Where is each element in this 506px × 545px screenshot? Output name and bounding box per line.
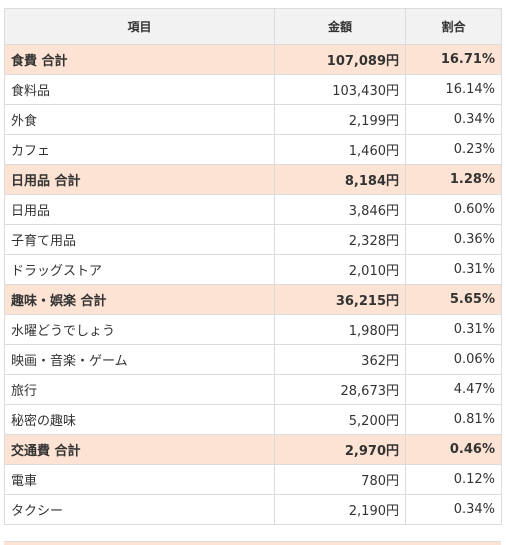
cell-ratio: 0.36% [405,224,502,255]
cell-ratio: 0.34% [405,494,502,525]
cell-ratio: 0.12% [405,464,502,495]
cell-amount: 107,089円 [274,44,406,75]
cell-ratio: 0.31% [405,254,502,285]
cell-ratio: 0.46% [405,434,502,465]
subtotal-row[interactable]: 交通費 合計 2,970円 0.46% [4,434,502,465]
table-row[interactable]: ドラッグストア 2,010円 0.31% [4,254,502,285]
cell-ratio: 1.28% [405,164,502,195]
cell-item-name: 秘密の趣味 [4,404,275,435]
expense-table: 項目 金額 割合 食費 合計 107,089円 16.71% 食料品 103,430円 1… [4,8,502,525]
cell-amount: 2,010円 [274,254,406,285]
subtotal-row[interactable]: 日用品 合計 8,184円 1.28% [4,164,502,195]
table-row[interactable]: 水曜どうでしょう 1,980円 0.31% [4,314,502,345]
cell-item-name: 日用品 合計 [4,164,275,195]
cell-item-name: 子育て用品 [4,224,275,255]
cell-ratio: 0.81% [405,404,502,435]
cell-amount: 2,199円 [274,104,406,135]
cell-ratio: 0.60% [405,194,502,225]
cell-amount: 1,980円 [274,314,406,345]
cell-item-name: 旅行 [4,374,275,405]
column-header-item[interactable]: 項目 [4,8,275,45]
cell-item-name: 電車 [4,464,275,495]
cell-amount: 28,673円 [274,374,406,405]
cell-ratio: 0.34% [405,104,502,135]
cell-item-name: 趣味・娯楽 合計 [4,284,275,315]
table-row[interactable]: 日用品 3,846円 0.60% [4,194,502,225]
cell-item-name: 食料品 [4,74,275,105]
subtotal-row[interactable]: 趣味・娯楽 合計 36,215円 5.65% [4,284,502,315]
cell-amount: 2,190円 [274,494,406,525]
cell-amount: 362円 [274,344,406,375]
cell-ratio: 4.47% [405,374,502,405]
cell-amount: 1,460円 [274,134,406,165]
subtotal-row[interactable]: 食費 合計 107,089円 16.71% [4,44,502,75]
table-row[interactable]: 外食 2,199円 0.34% [4,104,502,135]
cell-amount: 2,970円 [274,434,406,465]
cell-amount: 103,430円 [274,74,406,105]
table-row[interactable]: 映画・音楽・ゲーム 362円 0.06% [4,344,502,375]
table-row[interactable]: 旅行 28,673円 4.47% [4,374,502,405]
column-header-ratio[interactable]: 割合 [405,8,502,45]
cell-ratio: 0.06% [405,344,502,375]
cell-item-name: 水曜どうでしょう [4,314,275,345]
table-row[interactable]: 電車 780円 0.12% [4,464,502,495]
cell-item-name: ドラッグストア [4,254,275,285]
cell-item-name: タクシー [4,494,275,525]
table-row[interactable]: 食料品 103,430円 16.14% [4,74,502,105]
cell-amount: 36,215円 [274,284,406,315]
cell-ratio: 16.14% [405,74,502,105]
table-row[interactable]: カフェ 1,460円 0.23% [4,134,502,165]
cell-item-name: 外食 [4,104,275,135]
cell-amount: 8,184円 [274,164,406,195]
cell-amount: 5,200円 [274,404,406,435]
cell-item-name: カフェ [4,134,275,165]
table-body: 食費 合計 107,089円 16.71% 食料品 103,430円 16.14% 外食 2,… [4,44,502,525]
cell-ratio: 0.23% [405,134,502,165]
cell-item-name: 日用品 [4,194,275,225]
table-row[interactable]: タクシー 2,190円 0.34% [4,494,502,525]
column-header-amount[interactable]: 金額 [274,8,406,45]
next-subtotal-row-edge [4,541,501,545]
table-header-row: 項目 金額 割合 [4,8,502,45]
cell-item-name: 食費 合計 [4,44,275,75]
cell-amount: 780円 [274,464,406,495]
table-row[interactable]: 子育て用品 2,328円 0.36% [4,224,502,255]
cell-ratio: 16.71% [405,44,502,75]
cell-ratio: 5.65% [405,284,502,315]
cell-ratio: 0.31% [405,314,502,345]
cell-item-name: 交通費 合計 [4,434,275,465]
cell-amount: 2,328円 [274,224,406,255]
table-row[interactable]: 秘密の趣味 5,200円 0.81% [4,404,502,435]
cell-amount: 3,846円 [274,194,406,225]
cell-item-name: 映画・音楽・ゲーム [4,344,275,375]
